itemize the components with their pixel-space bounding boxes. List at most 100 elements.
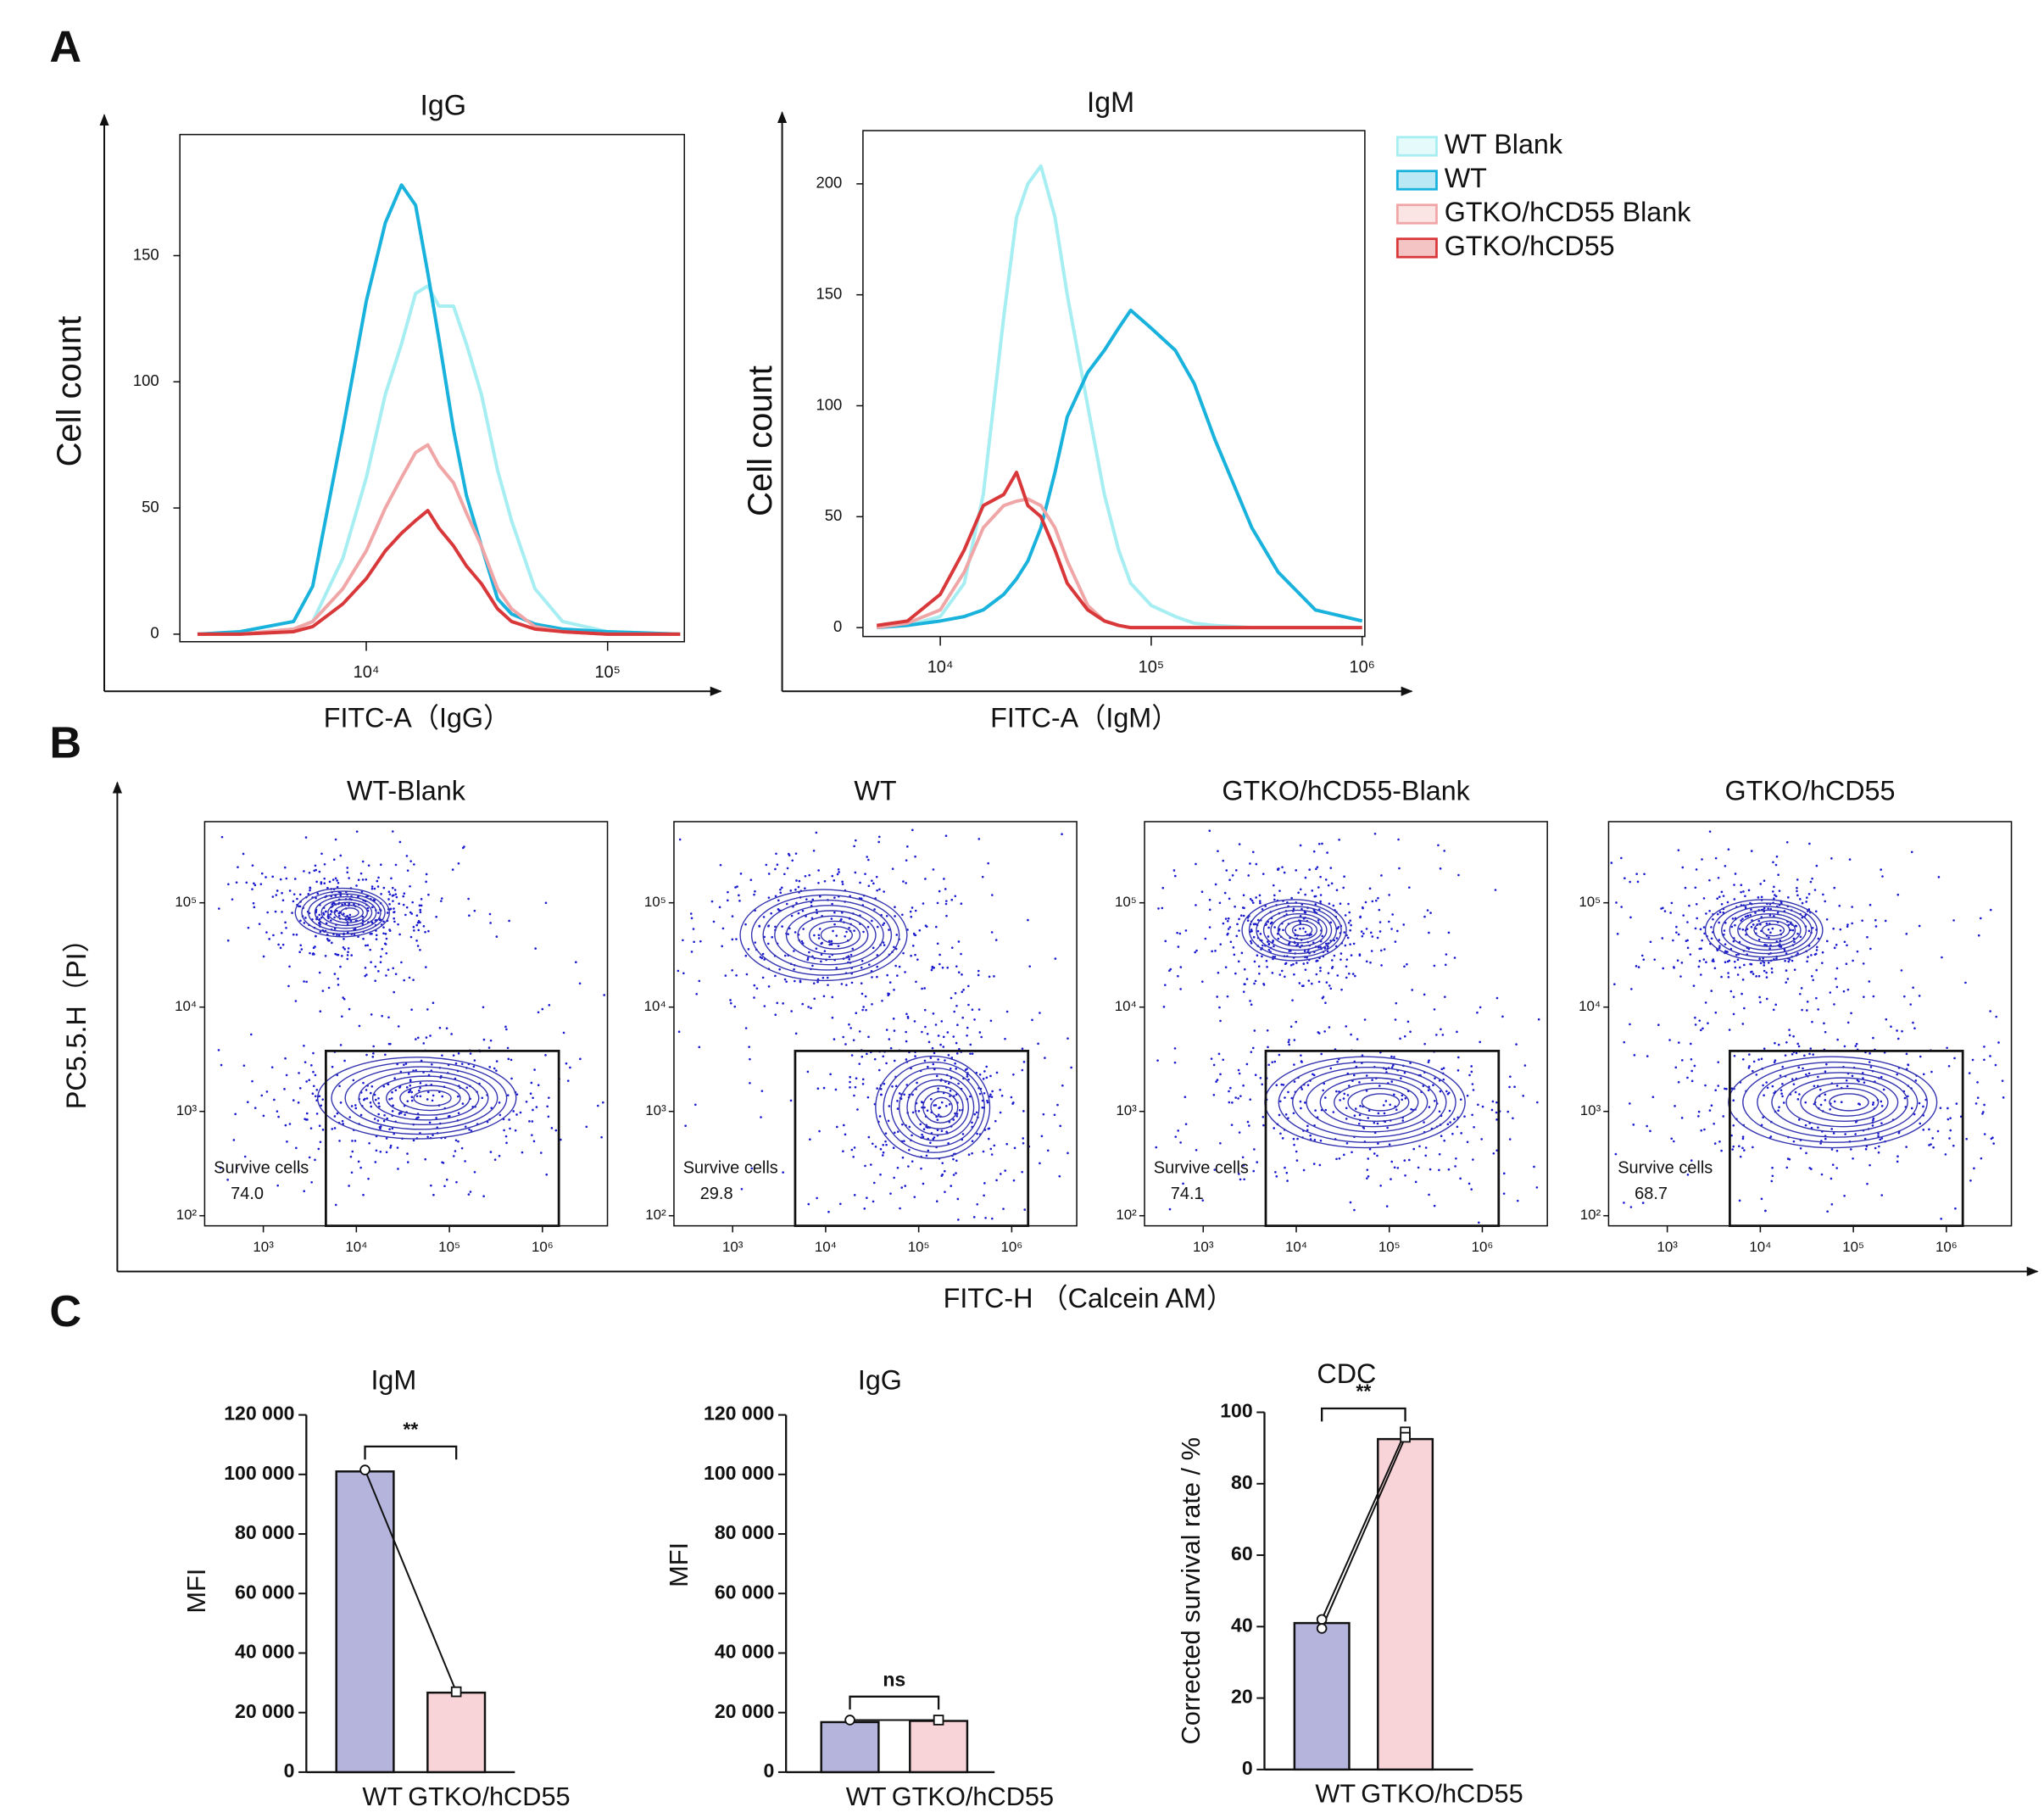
event-dot — [1922, 1073, 1925, 1076]
event-dot — [1320, 1052, 1323, 1056]
event-dot — [1293, 1143, 1295, 1146]
event-dot — [319, 1010, 322, 1013]
event-dot — [262, 955, 265, 958]
event-dot — [354, 1104, 357, 1107]
event-dot — [266, 911, 269, 914]
event-dot — [1776, 911, 1779, 914]
event-dot — [1451, 1132, 1454, 1135]
event-dot — [690, 917, 693, 920]
event-dot — [861, 1083, 865, 1085]
event-dot — [854, 839, 857, 842]
event-dot — [407, 1073, 410, 1075]
event-dot — [754, 889, 756, 893]
event-dot — [1323, 1030, 1326, 1033]
event-dot — [724, 974, 727, 977]
event-dot — [901, 1156, 905, 1159]
event-dot — [440, 900, 443, 902]
event-dot — [1817, 1075, 1819, 1079]
event-dot — [1280, 1083, 1284, 1086]
event-dot — [1361, 1054, 1364, 1057]
event-dot — [860, 992, 864, 995]
event-dot — [545, 1173, 549, 1176]
x-tick-label: 10⁶ — [532, 1239, 554, 1255]
event-dot — [1839, 928, 1842, 931]
event-dot — [384, 933, 387, 935]
event-dot — [1872, 995, 1875, 998]
event-dot — [729, 1001, 732, 1005]
event-dot — [315, 868, 318, 872]
event-dot — [1830, 1177, 1833, 1180]
event-dot — [1156, 1059, 1159, 1062]
event-dot — [371, 1056, 375, 1058]
event-dot — [771, 935, 774, 939]
event-dot — [859, 881, 861, 884]
event-dot — [1723, 933, 1725, 936]
event-dot — [767, 924, 771, 927]
event-dot — [1236, 923, 1239, 926]
event-dot — [1238, 1131, 1241, 1134]
event-dot — [1610, 862, 1613, 864]
event-dot — [1964, 981, 1967, 984]
event-dot — [939, 1043, 942, 1046]
event-dot — [913, 1196, 916, 1198]
event-dot — [883, 890, 885, 893]
event-dot — [274, 910, 277, 913]
event-dot — [1404, 1174, 1406, 1177]
event-dot — [1752, 973, 1755, 975]
x-tick-label: 10⁵ — [1842, 1239, 1864, 1255]
event-dot — [359, 1166, 362, 1169]
event-dot — [415, 1117, 419, 1119]
event-dot — [348, 1007, 351, 1011]
event-dot — [1321, 842, 1323, 845]
contour — [1721, 906, 1813, 955]
event-dot — [399, 1112, 403, 1114]
event-dot — [882, 923, 884, 927]
event-dot — [373, 1093, 376, 1096]
event-dot — [481, 1096, 484, 1100]
event-dot — [1674, 1105, 1676, 1107]
event-dot — [1699, 973, 1702, 976]
event-dot — [1241, 1156, 1245, 1159]
event-dot — [297, 1101, 300, 1104]
event-dot — [920, 1167, 922, 1170]
event-dot — [1779, 943, 1781, 945]
event-dot — [354, 1107, 358, 1110]
event-dot — [457, 1095, 459, 1098]
event-dot — [394, 973, 398, 976]
event-dot — [362, 1081, 365, 1085]
event-dot — [1336, 1060, 1339, 1063]
event-dot — [695, 992, 699, 995]
event-dot — [899, 1207, 901, 1210]
event-dot — [1249, 1000, 1251, 1002]
event-dot — [1773, 897, 1775, 901]
event-dot — [375, 1149, 378, 1152]
event-dot — [735, 973, 738, 977]
event-dot — [1861, 919, 1863, 922]
event-dot — [780, 886, 783, 889]
event-dot — [429, 1034, 432, 1037]
gate-label: Survive cells — [1154, 1158, 1249, 1177]
event-dot — [942, 1046, 945, 1048]
event-dot — [1866, 935, 1869, 939]
event-dot — [1434, 1100, 1436, 1102]
x-axis-label: FITC-H （Calcein AM） — [944, 1283, 1234, 1313]
event-dot — [1342, 1153, 1345, 1157]
event-dot — [944, 902, 948, 906]
event-dot — [1811, 877, 1813, 880]
event-dot — [1769, 944, 1772, 947]
event-dot — [845, 984, 848, 986]
event-dot — [802, 928, 805, 930]
event-dot — [1781, 1083, 1784, 1085]
event-dot — [1629, 916, 1632, 919]
event-dot — [1231, 874, 1234, 877]
event-dot — [498, 1101, 501, 1104]
event-dot — [1278, 1053, 1281, 1057]
event-dot — [404, 1062, 408, 1065]
event-dot — [1376, 936, 1379, 940]
event-dot — [308, 871, 311, 874]
event-dot — [682, 939, 684, 942]
event-dot — [366, 906, 370, 910]
event-dot — [1846, 944, 1848, 947]
event-dot — [872, 946, 875, 950]
event-dot — [1928, 1144, 1930, 1146]
